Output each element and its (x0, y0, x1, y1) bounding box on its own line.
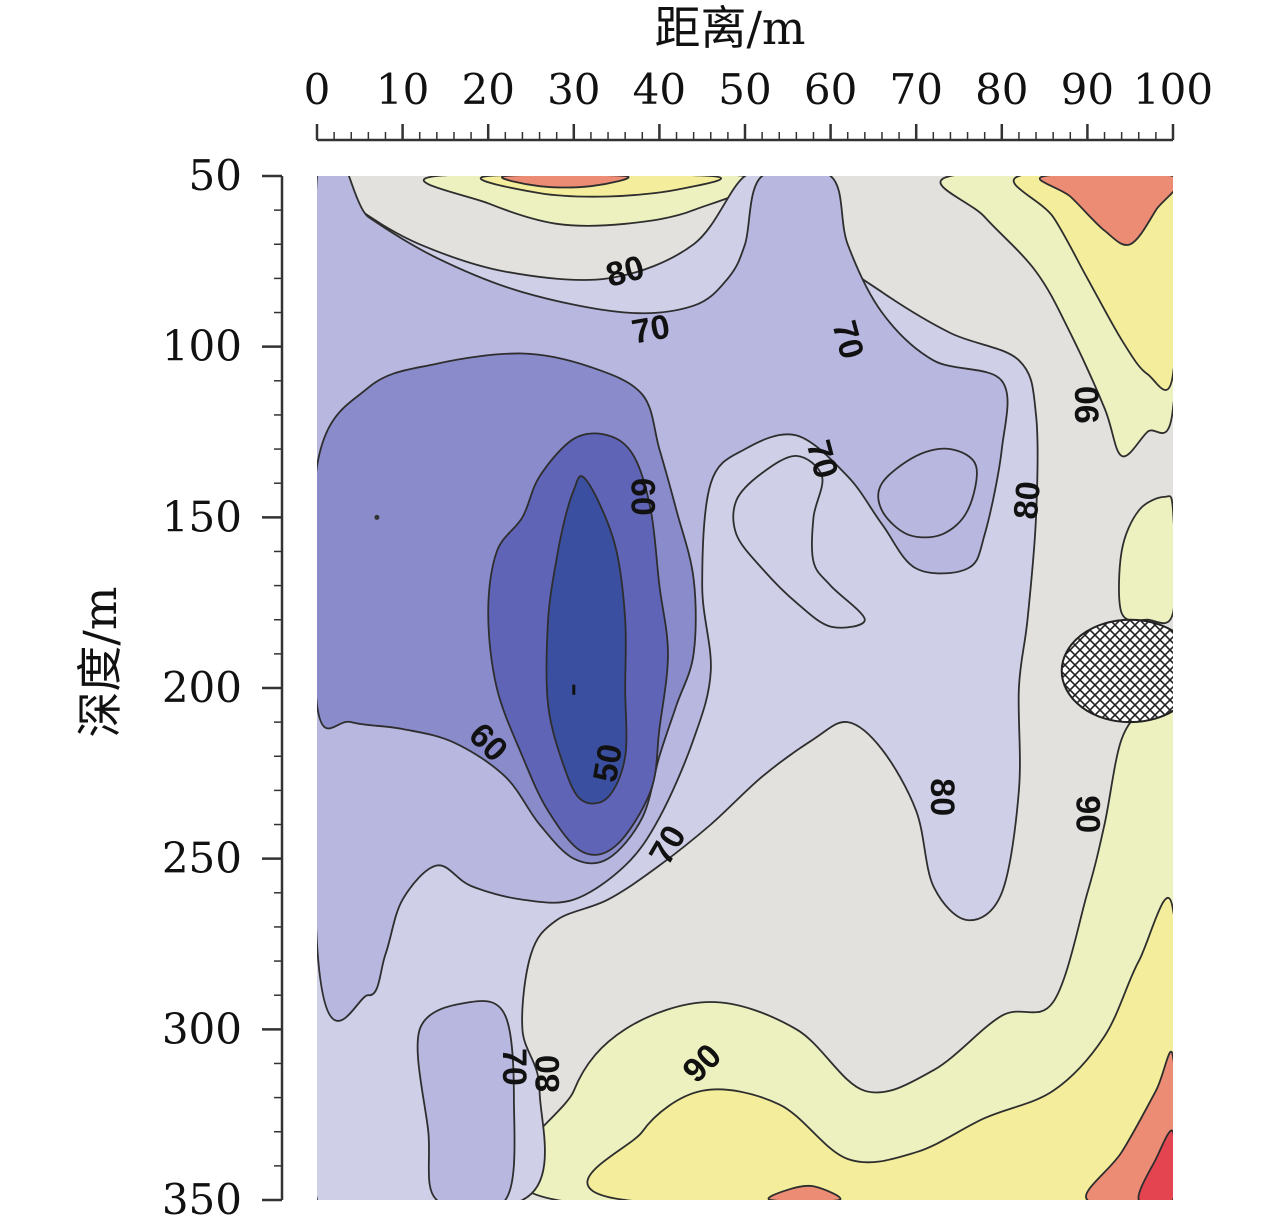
x-tick-label: 20 (461, 65, 514, 114)
band-110-lowerright (1085, 1050, 1173, 1200)
y-tick-label: 100 (162, 322, 242, 371)
band-100-lower (586, 897, 1173, 1200)
band-75-loop (877, 447, 978, 539)
y-axis-title: 深度/m (73, 586, 127, 737)
y-tick-label: 350 (162, 1175, 242, 1224)
x-tick-label: 80 (975, 65, 1028, 114)
band-120-lowerright (1137, 1129, 1173, 1200)
x-tick-label: 60 (804, 65, 857, 114)
contour-label: 80 (1007, 480, 1048, 521)
band-50-core (545, 475, 628, 805)
x-axis: 0 10 20 30 40 50 60 70 80 90 100 (304, 65, 1213, 142)
band-110-topright (1038, 176, 1173, 246)
band-90-right-mid (1118, 495, 1173, 625)
band-70-lower-left (416, 1000, 516, 1200)
x-tick-label: 50 (718, 65, 771, 114)
x-tick-label: 100 (1133, 65, 1213, 114)
contour-label: 70 (495, 1048, 533, 1086)
x-axis-title: 距离/m (654, 1, 805, 55)
x-tick-label: 0 (304, 65, 331, 114)
x-tick-label: 90 (1061, 65, 1114, 114)
contour-label: 80 (923, 778, 961, 816)
contour-label: 80 (529, 1055, 567, 1093)
plot-area (317, 176, 1173, 1200)
y-tick-label: 50 (189, 151, 242, 200)
y-tick-label: 150 (162, 492, 242, 541)
band-80-island (732, 454, 866, 629)
y-axis: 50 100 150 200 250 300 350 (162, 151, 284, 1224)
void-region-marker (1060, 618, 1173, 724)
contour-label: 50 (586, 741, 630, 785)
contour-bands (317, 176, 1173, 1200)
band-90-lower (513, 652, 1173, 1200)
y-tick-label: 200 (162, 663, 242, 712)
x-tick-label: 40 (633, 65, 686, 114)
y-tick-label: 300 (162, 1004, 242, 1053)
band-110-top (501, 176, 630, 189)
minimum-marker (374, 514, 380, 520)
band-110-bottom (767, 1184, 842, 1200)
contour-label: 90 (1068, 386, 1106, 424)
x-tick-label: 30 (547, 65, 600, 114)
x-tick-label: 10 (376, 65, 429, 114)
contour-label: 90 (1068, 795, 1106, 833)
contour-label: 70 (629, 308, 673, 352)
contour-label: 60 (623, 478, 661, 516)
y-tick-label: 250 (162, 834, 242, 883)
x-tick-label: 70 (889, 65, 942, 114)
